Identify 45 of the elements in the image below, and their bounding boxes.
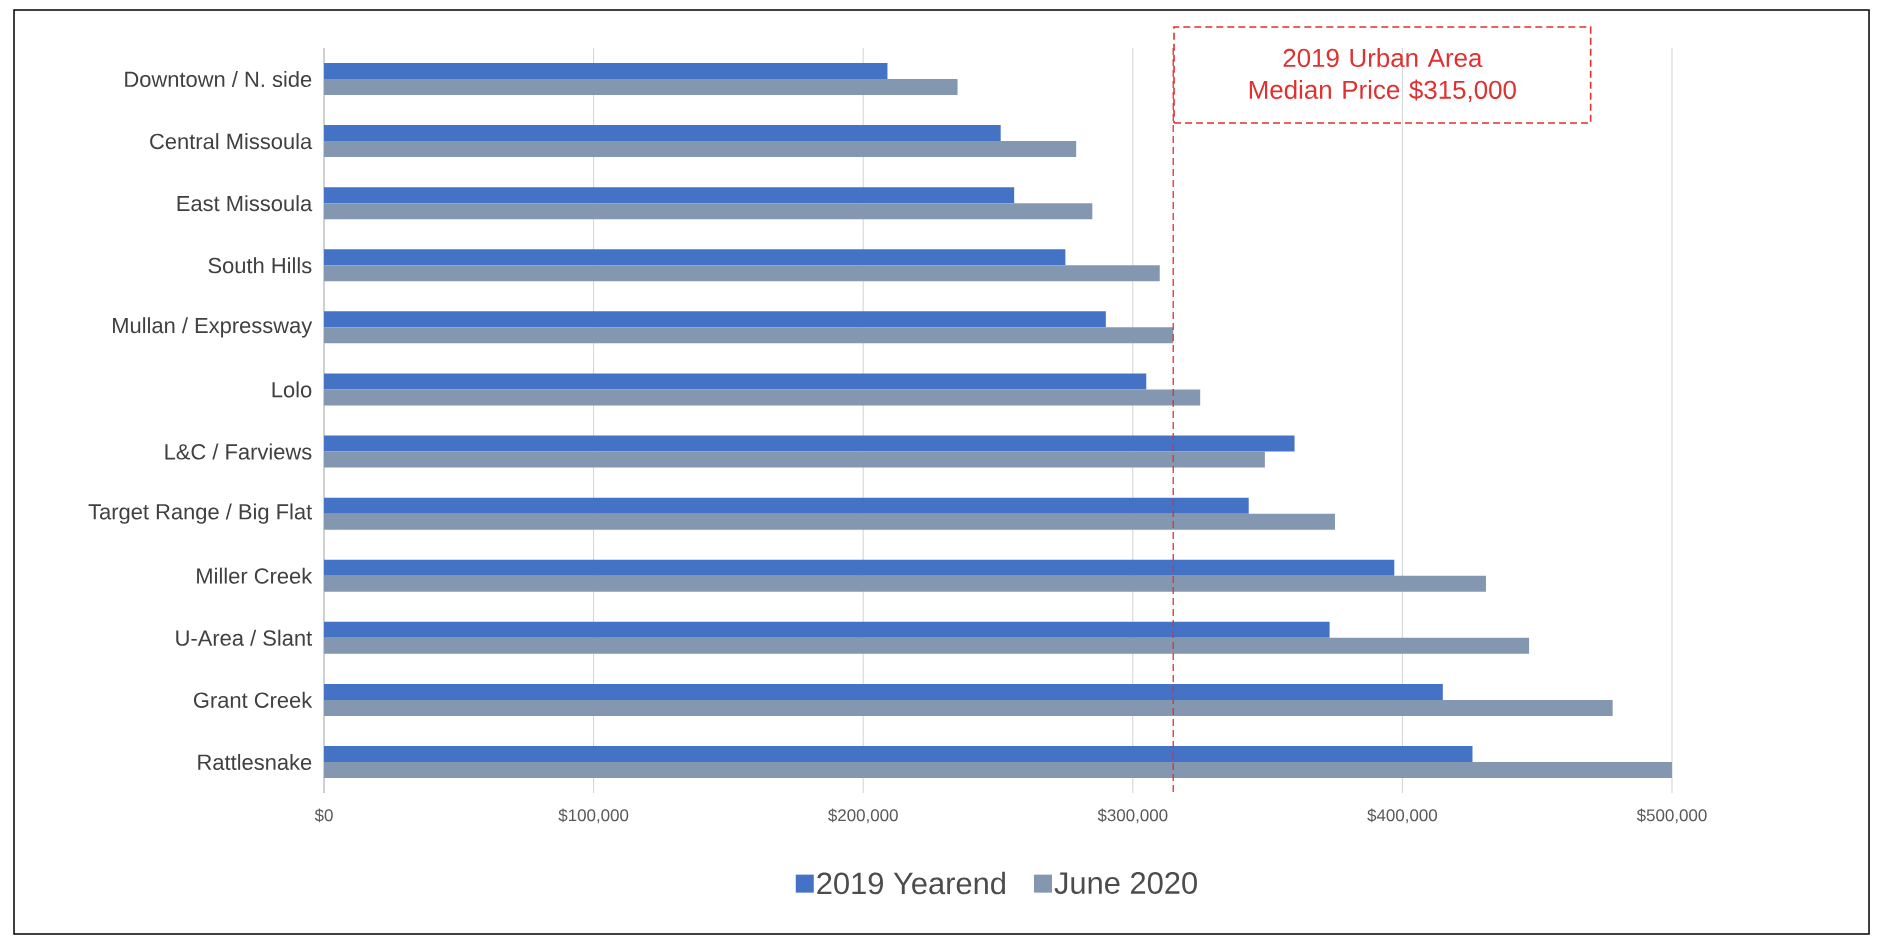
bar	[324, 637, 1530, 654]
bar	[324, 125, 1001, 142]
y-tick-label: Miller Creek	[197, 567, 313, 584]
bar	[324, 187, 1015, 204]
x-tick-label: $200,000	[828, 808, 898, 824]
x-tick-label: $100,000	[558, 808, 629, 824]
y-tick-label: L&C / Farviews	[165, 443, 312, 460]
bar	[324, 745, 1473, 762]
bar	[324, 559, 1395, 576]
bar	[324, 327, 1174, 344]
legend-label: 2019 Yearend	[817, 871, 1005, 895]
bar	[324, 79, 958, 96]
bar	[324, 513, 1335, 530]
bar	[324, 575, 1486, 592]
bar	[324, 699, 1613, 716]
x-tick-label: $400,000	[1367, 808, 1438, 824]
x-tick-label: $0	[314, 808, 333, 823]
y-tick-label: Rattlesnake	[198, 753, 312, 771]
y-tick-label: Lolo	[272, 381, 312, 398]
legend-label: June 2020	[1054, 872, 1197, 894]
y-tick-label: East Missoula	[177, 195, 313, 212]
bar	[324, 311, 1106, 328]
bar	[324, 497, 1249, 514]
bar	[324, 389, 1201, 406]
y-tick-label: Downtown / N. side	[125, 70, 312, 88]
bar	[324, 621, 1330, 638]
bar	[324, 683, 1443, 700]
x-tick-label: $500,000	[1636, 808, 1707, 824]
bar	[324, 451, 1265, 468]
bar	[324, 373, 1147, 390]
bar	[324, 141, 1077, 158]
y-tick-label: Grant Creek	[193, 691, 313, 708]
bar	[324, 63, 888, 80]
y-tick-label: Target Range / Big Flat	[88, 503, 313, 524]
y-tick-label: Mullan / Expressway	[113, 317, 313, 338]
bar	[324, 761, 1672, 778]
bar	[324, 203, 1093, 220]
bar	[324, 265, 1160, 282]
y-tick-label: South Hills	[208, 257, 312, 274]
bar	[324, 435, 1295, 452]
ref-line-label: 2019 Urban Area Median Price $315,000	[1249, 48, 1516, 103]
y-tick-label: U-Area / Slant	[176, 629, 313, 646]
x-tick-label: $300,000	[1097, 808, 1168, 824]
bar	[324, 249, 1066, 266]
y-tick-label: Central Missoula	[150, 133, 313, 150]
